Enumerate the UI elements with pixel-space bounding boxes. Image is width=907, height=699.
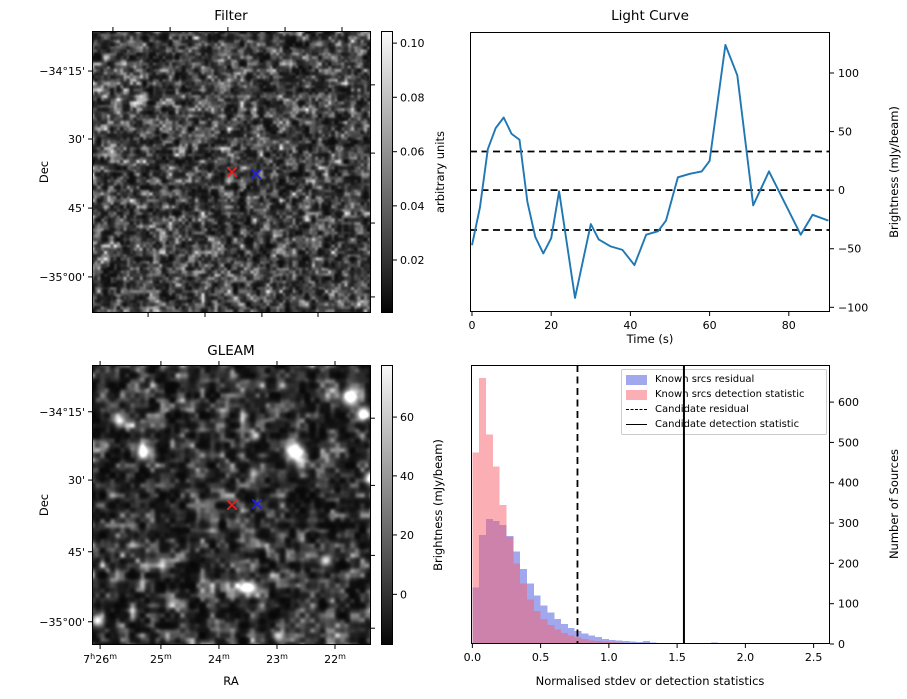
gleam-title: GLEAM: [207, 343, 255, 359]
svg-text:22m: 22m: [324, 652, 346, 666]
svg-text:0.10: 0.10: [400, 37, 425, 50]
svg-text:60: 60: [703, 319, 717, 332]
svg-text:1.5: 1.5: [668, 651, 686, 664]
svg-text:0.0: 0.0: [464, 651, 482, 664]
svg-text:24m: 24m: [208, 652, 230, 666]
svg-text:2.5: 2.5: [805, 651, 823, 664]
svg-text:0: 0: [400, 588, 407, 601]
light-curve-title: Light Curve: [611, 8, 689, 24]
svg-text:500: 500: [838, 436, 859, 449]
svg-text:20: 20: [544, 319, 558, 332]
svg-text:0: 0: [468, 319, 475, 332]
svg-text:2.0: 2.0: [737, 651, 755, 664]
gleam-colorbar-label: Brightness (mJy/beam): [431, 439, 445, 571]
svg-text:−34°15': −34°15': [39, 65, 85, 78]
histogram-ylabel: Number of Sources: [887, 448, 901, 560]
solid-line-swatch: [626, 424, 647, 425]
light-curve-xlabel: Time (s): [626, 332, 674, 346]
legend-row-known-detstat: Known srcs detection statistic: [626, 388, 822, 402]
light-curve-axes: 0 20 40 60 80 −100 −50 0 50 100: [468, 32, 868, 332]
svg-text:600: 600: [838, 396, 859, 409]
svg-text:50: 50: [838, 126, 852, 139]
svg-text:40: 40: [623, 319, 637, 332]
svg-text:0.02: 0.02: [400, 254, 425, 267]
svg-text:45': 45': [68, 546, 85, 559]
legend-label: Candidate detection statistic: [655, 419, 800, 430]
svg-text:100: 100: [838, 598, 859, 611]
filter-title: Filter: [214, 8, 248, 24]
histogram-legend: Known srcs residual Known srcs detection…: [621, 369, 827, 435]
gleam-ylabel: Dec: [37, 493, 51, 517]
gleam-xlabel: RA: [223, 674, 239, 688]
legend-row-known-residual: Known srcs residual: [626, 373, 822, 387]
svg-text:45': 45': [68, 202, 85, 215]
svg-text:0: 0: [838, 638, 845, 651]
legend-label: Candidate residual: [655, 404, 749, 415]
gleam-image: [92, 365, 371, 645]
svg-text:30': 30': [68, 474, 85, 487]
gleam-colorbar: [381, 365, 393, 645]
legend-label: Known srcs detection statistic: [655, 389, 805, 400]
svg-text:0.06: 0.06: [400, 146, 425, 159]
svg-text:80: 80: [782, 319, 796, 332]
svg-text:20: 20: [400, 529, 414, 542]
svg-text:100: 100: [838, 67, 859, 80]
svg-text:7h26m: 7h26m: [83, 652, 117, 666]
svg-text:300: 300: [838, 517, 859, 530]
svg-text:0.04: 0.04: [400, 200, 425, 213]
legend-row-candidate-detstat: Candidate detection statistic: [626, 418, 822, 432]
svg-text:23m: 23m: [266, 652, 288, 666]
svg-text:30': 30': [68, 133, 85, 146]
svg-text:−35°00': −35°00': [39, 271, 85, 284]
svg-text:−100: −100: [838, 301, 868, 314]
histogram-xlabel: Normalised stdev or detection statistics: [535, 674, 765, 688]
dashed-line-swatch: [626, 409, 647, 410]
svg-text:−50: −50: [838, 243, 861, 256]
svg-text:0.5: 0.5: [532, 651, 550, 664]
svg-text:60: 60: [400, 411, 414, 424]
legend-row-candidate-residual: Candidate residual: [626, 403, 822, 417]
pink-patch-swatch: [626, 389, 647, 400]
svg-text:−34°15': −34°15': [39, 406, 85, 419]
filter-colorbar-label: arbitrary units: [433, 130, 447, 214]
svg-text:1.0: 1.0: [600, 651, 618, 664]
svg-text:0.08: 0.08: [400, 91, 425, 104]
legend-label: Known srcs residual: [655, 374, 755, 385]
svg-text:0: 0: [838, 184, 845, 197]
svg-text:400: 400: [838, 477, 859, 490]
blue-patch-swatch: [626, 374, 647, 385]
svg-text:−35°00': −35°00': [39, 616, 85, 629]
svg-text:40: 40: [400, 470, 414, 483]
filter-ylabel: Dec: [37, 160, 51, 184]
svg-text:200: 200: [838, 557, 859, 570]
light-curve-ylabel: Brightness (mJy/beam): [887, 106, 901, 238]
svg-text:25m: 25m: [150, 652, 172, 666]
filter-colorbar: [381, 31, 393, 313]
filter-image: [92, 31, 371, 313]
